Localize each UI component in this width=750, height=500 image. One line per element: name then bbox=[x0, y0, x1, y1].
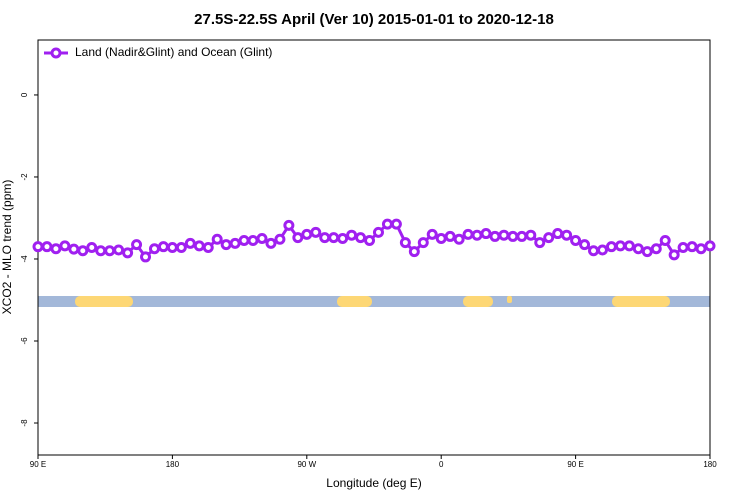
chart-title: 27.5S-22.5S April (Ver 10) 2015-01-01 to… bbox=[194, 11, 554, 28]
data-point bbox=[596, 244, 608, 256]
data-point bbox=[346, 229, 358, 241]
data-point bbox=[686, 241, 698, 253]
data-point bbox=[435, 232, 447, 244]
x-tick-label: 90 W bbox=[297, 460, 316, 469]
data-point bbox=[50, 243, 62, 255]
x-tick-label: 180 bbox=[166, 460, 180, 469]
data-point bbox=[372, 226, 384, 238]
data-point bbox=[131, 239, 143, 251]
data-point bbox=[641, 246, 653, 258]
data-point bbox=[507, 230, 519, 242]
data-point bbox=[471, 229, 483, 241]
data-point bbox=[614, 240, 626, 252]
data-point bbox=[122, 247, 134, 259]
data-point bbox=[355, 232, 367, 244]
data-point bbox=[319, 232, 331, 244]
y-tick-label: -2 bbox=[20, 173, 29, 181]
data-point bbox=[695, 243, 707, 255]
y-axis-label: XCO2 - MLO trend (ppm) bbox=[0, 180, 14, 315]
data-point bbox=[408, 246, 420, 258]
data-point bbox=[381, 218, 393, 230]
data-point bbox=[650, 243, 662, 255]
data-point bbox=[623, 240, 635, 252]
data-point bbox=[193, 240, 205, 252]
data-point bbox=[157, 241, 169, 253]
data-point bbox=[337, 232, 349, 244]
data-point bbox=[498, 229, 510, 241]
data-point bbox=[561, 229, 573, 241]
data-point bbox=[543, 232, 555, 244]
data-point bbox=[274, 233, 286, 245]
data-point bbox=[677, 242, 689, 253]
data-point bbox=[310, 226, 322, 238]
data-point bbox=[256, 232, 268, 244]
data-point bbox=[301, 228, 313, 240]
data-point bbox=[104, 245, 116, 257]
data-point bbox=[265, 237, 277, 249]
data-point bbox=[426, 228, 438, 240]
legend-label: Land (Nadir&Glint) and Ocean (Glint) bbox=[75, 45, 272, 59]
data-point bbox=[184, 237, 196, 249]
data-point bbox=[86, 242, 98, 253]
data-point bbox=[668, 249, 680, 261]
data-point bbox=[704, 240, 716, 252]
data-point bbox=[238, 235, 250, 247]
legend: Land (Nadir&Glint) and Ocean (Glint) bbox=[44, 45, 272, 59]
data-point bbox=[32, 241, 44, 253]
data-point bbox=[364, 235, 376, 247]
data-point bbox=[148, 243, 160, 255]
data-point bbox=[211, 233, 223, 245]
data-point bbox=[95, 245, 107, 257]
data-point bbox=[113, 244, 125, 256]
data-point bbox=[247, 235, 259, 247]
data-point bbox=[77, 245, 89, 257]
x-axis-label: Longitude (deg E) bbox=[326, 476, 421, 490]
data-point bbox=[579, 239, 591, 251]
data-point bbox=[605, 241, 617, 253]
data-point bbox=[41, 241, 53, 253]
data-point bbox=[552, 228, 564, 240]
data-point bbox=[175, 242, 187, 253]
data-point bbox=[516, 230, 528, 242]
x-tick-label: 0 bbox=[439, 460, 444, 469]
data-point bbox=[444, 230, 456, 242]
data-point bbox=[525, 229, 537, 241]
y-tick-label: -8 bbox=[20, 419, 29, 427]
data-point bbox=[202, 242, 214, 253]
y-tick-label: -4 bbox=[20, 255, 29, 263]
data-point bbox=[480, 228, 492, 240]
y-tick-label: -6 bbox=[20, 337, 29, 345]
x-tick-label: 180 bbox=[703, 460, 717, 469]
data-point bbox=[220, 239, 232, 251]
data-point bbox=[328, 232, 340, 244]
data-point bbox=[166, 242, 178, 253]
land-ocean-strip bbox=[38, 296, 710, 307]
data-point bbox=[229, 237, 241, 249]
x-tick-label: 90 E bbox=[567, 460, 583, 469]
legend-marker bbox=[50, 47, 62, 59]
data-point bbox=[390, 218, 402, 230]
data-point bbox=[462, 228, 474, 240]
data-point bbox=[534, 237, 546, 249]
data-point bbox=[68, 243, 80, 255]
data-point bbox=[292, 232, 304, 244]
data-point bbox=[570, 235, 582, 247]
y-tick-label: 0 bbox=[20, 92, 29, 97]
data-point bbox=[632, 243, 644, 255]
data-point bbox=[59, 240, 71, 252]
data-point bbox=[399, 237, 411, 249]
x-tick-label: 90 E bbox=[30, 460, 46, 469]
data-point bbox=[140, 251, 152, 263]
data-point bbox=[588, 245, 600, 257]
data-point bbox=[489, 230, 501, 242]
data-point bbox=[453, 233, 465, 245]
data-point bbox=[659, 235, 671, 247]
data-point bbox=[283, 219, 295, 231]
data-point bbox=[417, 237, 429, 249]
